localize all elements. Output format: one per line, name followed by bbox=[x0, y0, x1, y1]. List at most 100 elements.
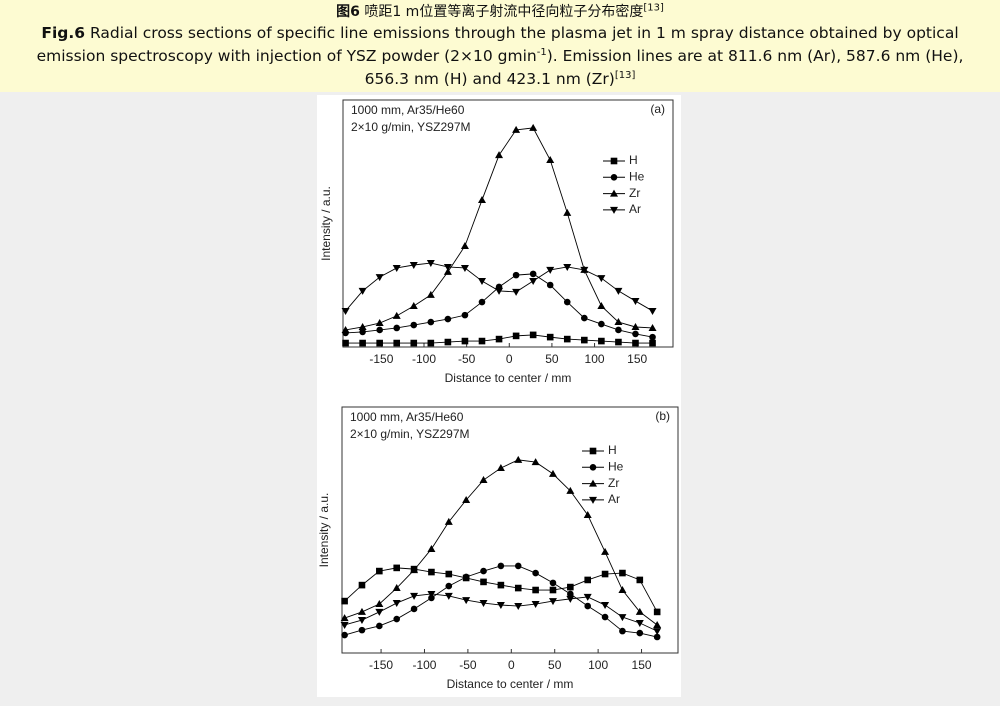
marker bbox=[631, 322, 640, 330]
series-line bbox=[344, 565, 658, 638]
marker bbox=[584, 602, 592, 610]
marker bbox=[357, 617, 366, 625]
legend-label: Zr bbox=[629, 186, 640, 200]
marker bbox=[546, 281, 554, 289]
marker bbox=[512, 271, 520, 279]
marker bbox=[393, 339, 401, 347]
annotation: 2×10 g/min, YSZ297M bbox=[351, 120, 471, 134]
marker bbox=[529, 331, 537, 339]
marker bbox=[445, 582, 453, 590]
marker bbox=[496, 602, 505, 610]
marker bbox=[496, 464, 505, 472]
marker bbox=[514, 455, 523, 463]
marker bbox=[649, 339, 656, 347]
marker bbox=[548, 469, 557, 477]
x-tick-label: 150 bbox=[632, 658, 652, 672]
plot-frame bbox=[342, 99, 674, 348]
marker bbox=[514, 603, 523, 611]
legend-label: H bbox=[608, 443, 617, 457]
charts: -150 -100 -50 0 50 100 150 Distance to center /… bbox=[317, 99, 679, 691]
marker bbox=[653, 633, 661, 641]
marker bbox=[444, 592, 453, 600]
marker bbox=[410, 566, 419, 574]
marker bbox=[376, 567, 383, 575]
marker bbox=[444, 315, 452, 323]
marker bbox=[409, 261, 418, 269]
marker bbox=[597, 275, 606, 283]
marker bbox=[567, 590, 574, 598]
caption-en: Fig.6 Radial cross sections of specific … bbox=[14, 22, 986, 91]
marker bbox=[443, 263, 452, 271]
marker bbox=[529, 123, 538, 131]
marker bbox=[341, 307, 350, 315]
marker bbox=[614, 287, 623, 295]
marker bbox=[392, 264, 401, 272]
marker bbox=[531, 458, 540, 466]
legend-marker bbox=[610, 189, 618, 197]
marker bbox=[479, 600, 488, 608]
marker bbox=[580, 266, 589, 274]
marker bbox=[462, 573, 470, 581]
marker bbox=[563, 335, 571, 343]
marker bbox=[648, 323, 657, 331]
marker bbox=[635, 607, 644, 615]
panel-label: (b) bbox=[655, 409, 670, 423]
marker bbox=[358, 626, 366, 634]
marker bbox=[514, 584, 522, 592]
marker bbox=[653, 620, 662, 628]
marker bbox=[598, 320, 605, 328]
reference: [13] bbox=[614, 69, 636, 81]
marker bbox=[598, 337, 605, 345]
marker bbox=[653, 608, 661, 616]
marker bbox=[563, 263, 572, 271]
series-line bbox=[344, 593, 658, 632]
marker bbox=[428, 568, 435, 576]
marker bbox=[357, 607, 366, 615]
marker bbox=[392, 600, 401, 608]
marker bbox=[495, 151, 504, 159]
marker bbox=[427, 590, 436, 598]
marker bbox=[631, 298, 640, 306]
legend-marker bbox=[610, 174, 618, 181]
marker bbox=[532, 569, 539, 577]
x-tick-label: -50 bbox=[459, 658, 477, 672]
x-tick-label: 0 bbox=[506, 352, 513, 366]
marker bbox=[393, 324, 401, 332]
marker bbox=[410, 321, 418, 329]
caption-text: ). Emission lines are at 811.6 nm (Ar), … bbox=[364, 47, 964, 88]
marker bbox=[376, 622, 383, 630]
marker bbox=[618, 614, 627, 622]
marker bbox=[601, 570, 609, 578]
legend-label: Zr bbox=[608, 476, 619, 490]
figure-label: 图6 bbox=[336, 4, 360, 20]
y-axis-label: Intensity / a.u. bbox=[317, 493, 331, 568]
marker bbox=[497, 562, 505, 570]
marker bbox=[444, 338, 452, 346]
marker bbox=[445, 570, 453, 578]
legend-label: Ar bbox=[608, 492, 620, 506]
superscript: -1 bbox=[536, 46, 547, 58]
marker bbox=[460, 241, 469, 249]
x-tick-label: 0 bbox=[508, 658, 515, 672]
marker bbox=[426, 290, 435, 298]
marker bbox=[632, 330, 639, 338]
marker bbox=[567, 583, 574, 591]
marker bbox=[479, 476, 488, 484]
marker bbox=[427, 544, 436, 552]
x-tick-label: 100 bbox=[588, 658, 608, 672]
marker bbox=[653, 628, 662, 636]
marker bbox=[410, 605, 418, 613]
marker bbox=[358, 287, 367, 295]
annotation: 2×10 g/min, YSZ297M bbox=[350, 427, 470, 441]
x-tick-label: 50 bbox=[548, 658, 562, 672]
marker bbox=[358, 322, 367, 330]
marker bbox=[495, 335, 503, 343]
marker bbox=[636, 576, 644, 584]
marker bbox=[359, 339, 366, 347]
marker bbox=[581, 314, 588, 322]
legend-marker bbox=[589, 464, 597, 471]
marker bbox=[546, 333, 554, 341]
marker bbox=[477, 196, 486, 204]
marker bbox=[614, 318, 623, 326]
